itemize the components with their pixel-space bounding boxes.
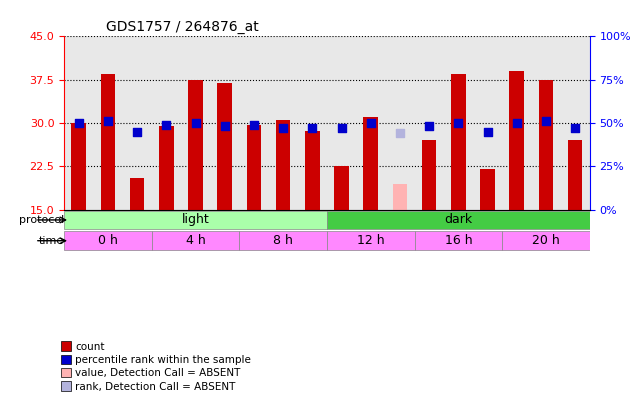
Point bbox=[365, 120, 376, 126]
FancyBboxPatch shape bbox=[64, 211, 327, 229]
Bar bbox=[392, 183, 407, 209]
Bar bbox=[159, 126, 174, 209]
Point bbox=[337, 125, 347, 132]
Point bbox=[278, 125, 288, 132]
Point bbox=[307, 125, 317, 132]
Point bbox=[103, 118, 113, 124]
Point bbox=[132, 128, 142, 135]
Text: light: light bbox=[181, 213, 210, 226]
Bar bbox=[568, 140, 583, 209]
Bar bbox=[217, 83, 232, 209]
Point bbox=[220, 123, 230, 130]
Point bbox=[249, 122, 259, 128]
Text: dark: dark bbox=[444, 213, 472, 226]
FancyBboxPatch shape bbox=[152, 231, 239, 250]
Point bbox=[395, 130, 405, 136]
Bar bbox=[538, 80, 553, 209]
Bar bbox=[422, 140, 437, 209]
Point bbox=[483, 128, 493, 135]
Point bbox=[424, 123, 434, 130]
Text: 12 h: 12 h bbox=[357, 234, 385, 247]
Point bbox=[190, 120, 201, 126]
Point bbox=[541, 118, 551, 124]
Bar bbox=[188, 80, 203, 209]
Bar bbox=[71, 123, 86, 209]
FancyBboxPatch shape bbox=[415, 231, 502, 250]
Point bbox=[512, 120, 522, 126]
Bar bbox=[510, 71, 524, 209]
FancyBboxPatch shape bbox=[327, 231, 415, 250]
Text: 20 h: 20 h bbox=[532, 234, 560, 247]
FancyBboxPatch shape bbox=[64, 231, 152, 250]
Point bbox=[74, 120, 84, 126]
Point bbox=[453, 120, 463, 126]
FancyBboxPatch shape bbox=[327, 211, 590, 229]
Bar bbox=[451, 74, 465, 209]
Text: 4 h: 4 h bbox=[186, 234, 205, 247]
FancyBboxPatch shape bbox=[502, 231, 590, 250]
Legend: count, percentile rank within the sample, value, Detection Call = ABSENT, rank, : count, percentile rank within the sample… bbox=[56, 337, 255, 396]
Bar bbox=[276, 120, 290, 209]
Bar bbox=[480, 169, 495, 209]
Text: 8 h: 8 h bbox=[273, 234, 293, 247]
FancyBboxPatch shape bbox=[239, 231, 327, 250]
Bar bbox=[363, 117, 378, 209]
Bar bbox=[247, 125, 262, 209]
Point bbox=[161, 122, 171, 128]
Bar bbox=[334, 166, 349, 209]
Bar bbox=[305, 130, 320, 209]
Bar bbox=[129, 178, 144, 209]
Text: 16 h: 16 h bbox=[444, 234, 472, 247]
Text: 0 h: 0 h bbox=[98, 234, 118, 247]
Point bbox=[570, 125, 580, 132]
Text: protocol: protocol bbox=[19, 215, 64, 225]
Text: time: time bbox=[39, 236, 64, 246]
Text: GDS1757 / 264876_at: GDS1757 / 264876_at bbox=[106, 20, 259, 34]
Bar bbox=[101, 74, 115, 209]
